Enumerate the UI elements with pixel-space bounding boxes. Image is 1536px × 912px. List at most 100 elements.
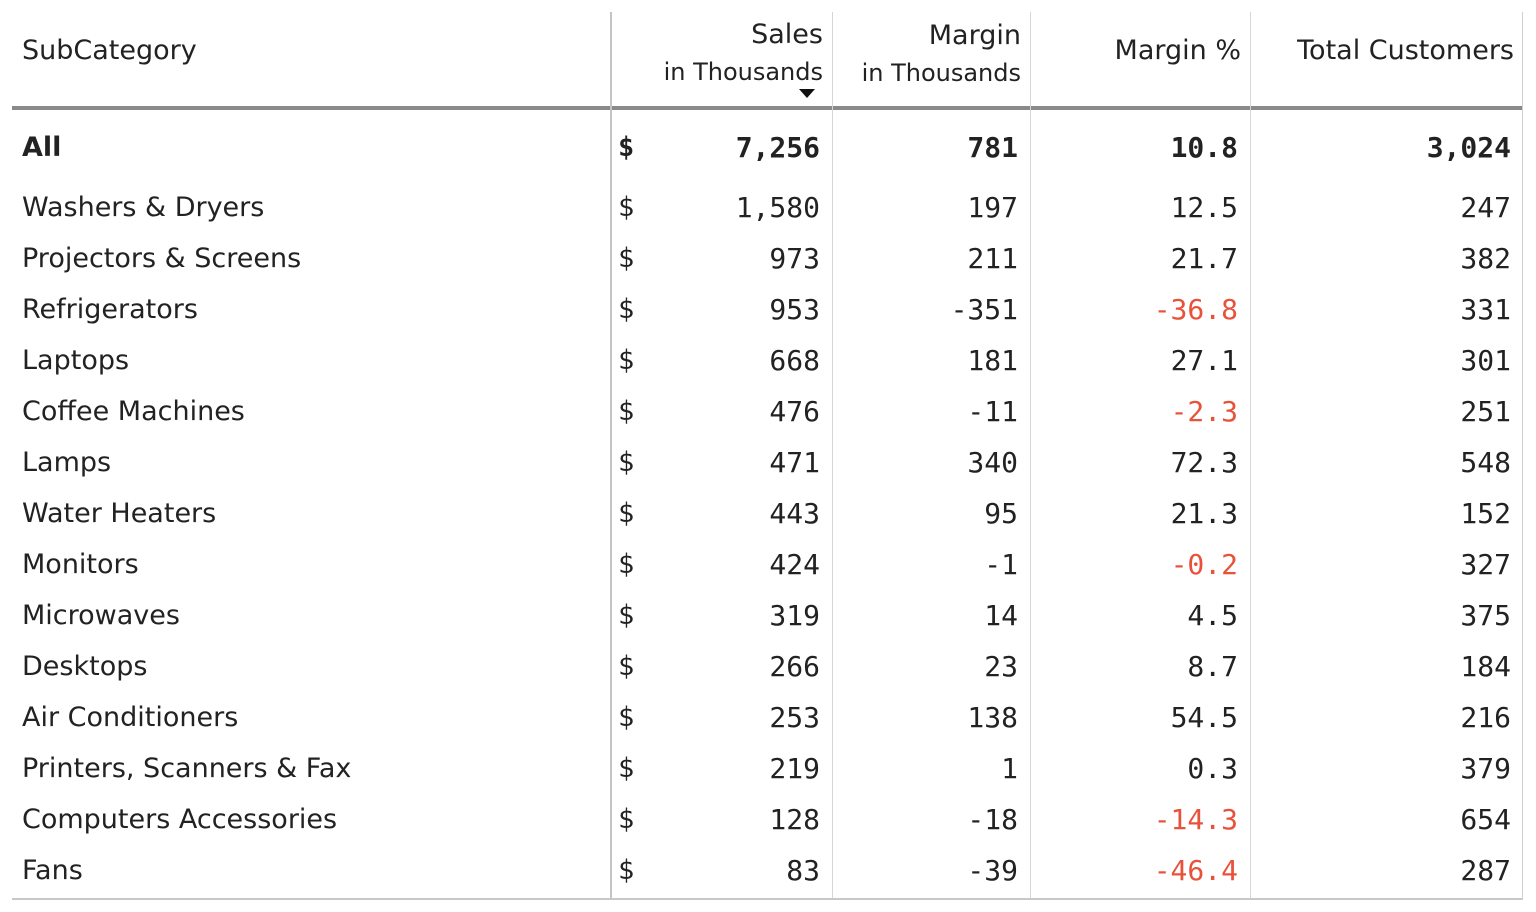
currency-symbol: $	[618, 855, 635, 886]
column-header-label: Total Customers	[1297, 35, 1514, 66]
column-header-label: Margin %	[1114, 35, 1241, 66]
column-header-margin[interactable]: Margin in Thousands	[833, 12, 1029, 106]
margin-pct-cell: 10.8	[1170, 131, 1238, 164]
column-header-sublabel: in Thousands	[663, 58, 823, 86]
margin-cell: -1	[984, 548, 1018, 581]
margin-pct-cell: -14.3	[1153, 803, 1238, 836]
currency-symbol: $	[618, 447, 635, 478]
column-header-customers[interactable]: Total Customers	[1251, 12, 1522, 106]
subcategory-cell: Monitors	[22, 549, 139, 580]
currency-symbol: $	[618, 345, 635, 376]
table-row[interactable]: Refrigerators $953 -351 -36.8 331	[12, 284, 1522, 335]
margin-pct-cell: 27.1	[1170, 344, 1238, 377]
subcategory-cell: Printers, Scanners & Fax	[22, 753, 352, 784]
column-divider	[610, 12, 612, 898]
margin-pct-cell: 4.5	[1187, 599, 1238, 632]
customers-cell: 375	[1460, 599, 1511, 632]
margin-cell: 197	[967, 191, 1018, 224]
table-row[interactable]: Washers & Dryers $1,580 197 12.5 247	[12, 182, 1522, 233]
sales-cell: 476	[769, 395, 820, 428]
currency-symbol: $	[618, 396, 635, 427]
margin-cell: -11	[967, 395, 1018, 428]
table-row[interactable]: Microwaves $319 14 4.5 375	[12, 590, 1522, 641]
table-row[interactable]: Computers Accessories $128 -18 -14.3 654	[12, 794, 1522, 845]
sales-cell: 973	[769, 242, 820, 275]
margin-pct-cell: 8.7	[1187, 650, 1238, 683]
data-table: SubCategory Sales in Thousands Margin in…	[12, 12, 1523, 900]
margin-pct-cell: 21.3	[1170, 497, 1238, 530]
currency-symbol: $	[618, 243, 635, 274]
subcategory-cell: All	[22, 132, 62, 163]
margin-cell: -351	[950, 293, 1018, 326]
sales-cell: 128	[769, 803, 820, 836]
currency-symbol: $	[618, 804, 635, 835]
table-row[interactable]: Desktops $266 23 8.7 184	[12, 641, 1522, 692]
customers-cell: 382	[1460, 242, 1511, 275]
margin-pct-cell: -0.2	[1170, 548, 1238, 581]
total-row[interactable]: All $7,256 781 10.8 3,024	[12, 122, 1522, 173]
customers-cell: 152	[1460, 497, 1511, 530]
column-header-label: Margin	[928, 20, 1021, 51]
margin-cell: 781	[967, 131, 1018, 164]
margin-pct-cell: -36.8	[1153, 293, 1238, 326]
customers-cell: 379	[1460, 752, 1511, 785]
column-header-label: Sales	[751, 19, 823, 50]
sales-cell: 443	[769, 497, 820, 530]
table-row[interactable]: Coffee Machines $476 -11 -2.3 251	[12, 386, 1522, 437]
subcategory-cell: Lamps	[22, 447, 112, 478]
table-row[interactable]: Fans $83 -39 -46.4 287	[12, 845, 1522, 896]
table-row[interactable]: Printers, Scanners & Fax $219 1 0.3 379	[12, 743, 1522, 794]
table-row[interactable]: Water Heaters $443 95 21.3 152	[12, 488, 1522, 539]
currency-symbol: $	[618, 600, 635, 631]
sales-cell: 7,256	[735, 131, 820, 164]
table-row[interactable]: Projectors & Screens $973 211 21.7 382	[12, 233, 1522, 284]
subcategory-cell: Projectors & Screens	[22, 243, 302, 274]
sales-cell: 266	[769, 650, 820, 683]
sales-cell: 319	[769, 599, 820, 632]
subcategory-cell: Computers Accessories	[22, 804, 338, 835]
column-header-margin-pct[interactable]: Margin %	[1031, 12, 1249, 106]
sales-cell: 253	[769, 701, 820, 734]
customers-cell: 327	[1460, 548, 1511, 581]
sales-cell: 953	[769, 293, 820, 326]
margin-cell: -18	[967, 803, 1018, 836]
column-divider	[1250, 12, 1251, 898]
column-divider	[832, 12, 833, 898]
margin-pct-cell: 72.3	[1170, 446, 1238, 479]
currency-symbol: $	[618, 498, 635, 529]
margin-cell: 14	[984, 599, 1018, 632]
customers-cell: 3,024	[1426, 131, 1511, 164]
subcategory-cell: Fans	[22, 855, 83, 886]
margin-cell: 340	[967, 446, 1018, 479]
column-header-label: SubCategory	[22, 35, 197, 66]
subcategory-cell: Microwaves	[22, 600, 180, 631]
sales-cell: 219	[769, 752, 820, 785]
sales-cell: 1,580	[735, 191, 820, 224]
table-row[interactable]: Laptops $668 181 27.1 301	[12, 335, 1522, 386]
customers-cell: 216	[1460, 701, 1511, 734]
margin-pct-cell: 21.7	[1170, 242, 1238, 275]
currency-symbol: $	[618, 651, 635, 682]
customers-cell: 251	[1460, 395, 1511, 428]
table-header: SubCategory Sales in Thousands Margin in…	[12, 12, 1522, 108]
customers-cell: 184	[1460, 650, 1511, 683]
sales-cell: 471	[769, 446, 820, 479]
sales-cell: 668	[769, 344, 820, 377]
column-header-sales[interactable]: Sales in Thousands	[612, 12, 831, 106]
customers-cell: 301	[1460, 344, 1511, 377]
column-header-subcategory[interactable]: SubCategory	[12, 12, 610, 106]
sort-descending-icon[interactable]	[799, 89, 815, 98]
table-row[interactable]: Air Conditioners $253 138 54.5 216	[12, 692, 1522, 743]
margin-cell: 138	[967, 701, 1018, 734]
table-row[interactable]: Monitors $424 -1 -0.2 327	[12, 539, 1522, 590]
subcategory-cell: Refrigerators	[22, 294, 198, 325]
margin-cell: 23	[984, 650, 1018, 683]
subcategory-cell: Desktops	[22, 651, 148, 682]
subcategory-cell: Laptops	[22, 345, 130, 376]
sales-cell: 424	[769, 548, 820, 581]
currency-symbol: $	[618, 294, 635, 325]
margin-pct-cell: 0.3	[1187, 752, 1238, 785]
margin-cell: -39	[967, 854, 1018, 887]
header-divider	[12, 106, 1522, 110]
table-row[interactable]: Lamps $471 340 72.3 548	[12, 437, 1522, 488]
